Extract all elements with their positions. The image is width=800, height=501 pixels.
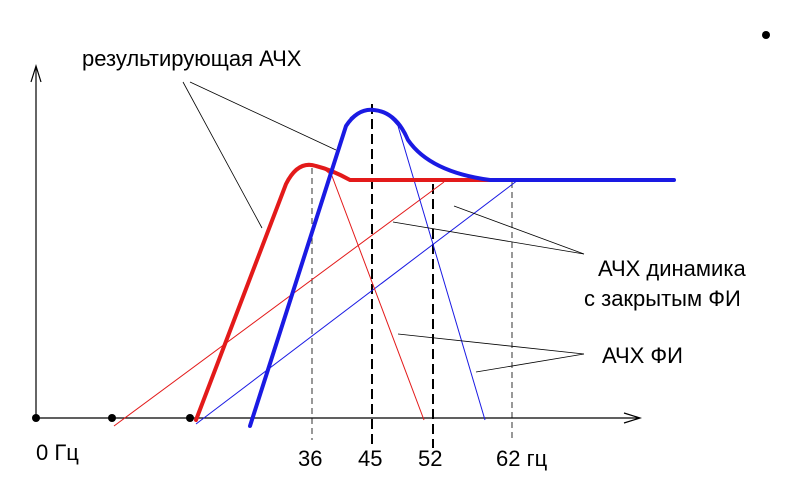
- tick-label-36: 36: [298, 446, 322, 471]
- callout-resulting-1: [182, 81, 263, 229]
- axis-dots: [32, 31, 770, 422]
- blue-fi-curve: [349, 108, 486, 421]
- blue-response-curve: [248, 107, 676, 428]
- thin-guides: [311, 168, 513, 440]
- tick-label-45: 45: [358, 446, 382, 471]
- axes: [30, 63, 643, 424]
- tick-label-62: 62 гц: [496, 446, 548, 471]
- blue-dynamic-line: [195, 179, 519, 425]
- thick-curves: [194, 107, 676, 428]
- origin-label: 0 Гц: [36, 440, 79, 465]
- y-axis-arrow: [30, 63, 42, 83]
- x-axis-arrow: [623, 412, 643, 424]
- dynamic-label-line1: АЧХ динамика: [598, 256, 746, 281]
- fi-label: АЧХ ФИ: [602, 343, 683, 368]
- resulting-label: результирующая АЧХ: [82, 46, 302, 71]
- red-response-curve: [194, 162, 494, 422]
- callout-resulting-2: [189, 81, 337, 151]
- callout-lines: [182, 81, 585, 373]
- axis-dot-3: [186, 414, 194, 422]
- axis-dot-2: [108, 414, 116, 422]
- origin-dot: [32, 414, 40, 422]
- corner-dot: [762, 31, 770, 39]
- tick-label-52: 52: [418, 446, 442, 471]
- thin-curves: [113, 108, 519, 427]
- thick-guides: [371, 104, 434, 448]
- dynamic-label-line2: с закрытым ФИ: [584, 286, 741, 311]
- callout-dynamic-1: [392, 221, 585, 255]
- callout-dynamic-2: [453, 205, 585, 255]
- callout-fi-1: [397, 333, 585, 355]
- red-dynamic-line: [113, 181, 445, 427]
- callout-fi-2: [475, 353, 585, 373]
